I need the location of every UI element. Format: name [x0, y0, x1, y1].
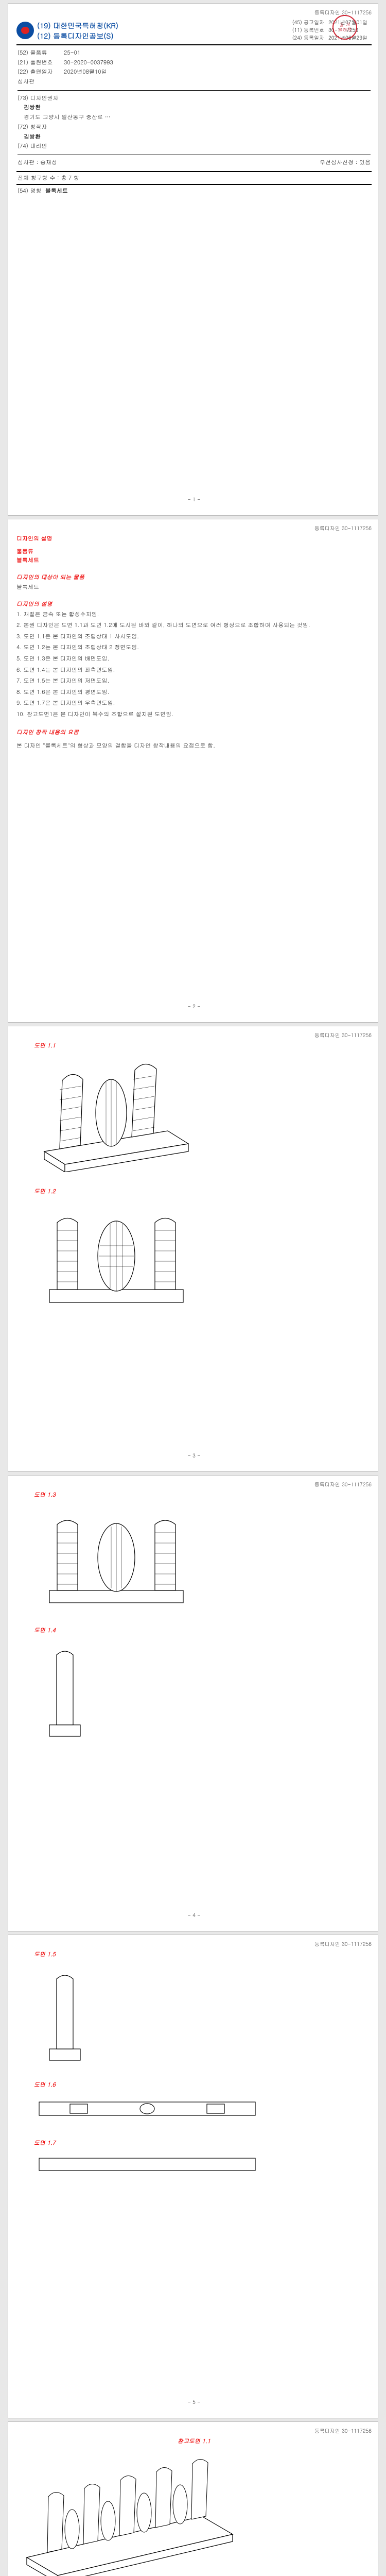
ref-fig-1: [16, 2449, 372, 2576]
fig-1-4: [34, 1638, 372, 1741]
fig-1-6: [34, 2093, 372, 2124]
fig-1-5: [34, 1962, 372, 2065]
page-5: 등록디자인 30-1117256 도면 1.5 도면 1.6 도면 1.7 - …: [8, 1935, 378, 2418]
page-6: 등록디자인 30-1117256 참고도면 1.1: [8, 2421, 378, 2576]
page-4: 등록디자인 30-1117256 도면 1.3 도면 1.4: [8, 1475, 378, 1931]
header-codes: (45) 공고일자2021년07월01일 (11) 등록번호30-1117256…: [291, 18, 372, 42]
reg-no-top: 등록디자인 30-1117256: [16, 9, 372, 16]
fig-1-3: [34, 1503, 372, 1611]
fig-1-7: [34, 2151, 372, 2177]
page-1: 공 개특허청 등록디자인 30-1117256 (19) 대한민국특허청(KR)…: [8, 3, 378, 516]
page-num-1: - 1 -: [16, 496, 372, 503]
fig-1-2: [34, 1199, 372, 1313]
kipo-logo: [16, 22, 34, 39]
page-3: 등록디자인 30-1117256 도면 1.1: [8, 1026, 378, 1472]
fig-1-1: [34, 1054, 372, 1172]
sec-design-desc: 디자인의 설명: [16, 535, 372, 543]
fig-1-1-label: 도면 1.1: [34, 1042, 372, 1049]
doc-title: (19) 대한민국특허청(KR) (12) 등록디자인공보(S): [37, 20, 118, 41]
explain-list: 1. 재질은 금속 또는 합성수지임.2. 본원 디자인은 도면 1.1과 도면…: [16, 610, 372, 719]
biblio-box: (52) 물품류25-01 (21) 출원번호30-2020-0037993 (…: [16, 44, 372, 172]
explain-heading: 디자인의 설명: [16, 600, 372, 608]
feature-heading: 디자인 창작 내용의 요점: [16, 728, 372, 736]
claims-count: 전체 청구항 수 : 총 7 항: [17, 174, 79, 182]
page-2: 등록디자인 30-1117256 디자인의 설명 물품류 블록세트 디자인의 대…: [8, 519, 378, 1023]
explain-title: 디자인의 대상이 되는 물품: [16, 573, 372, 581]
fig-1-2-label: 도면 1.2: [34, 1188, 372, 1195]
